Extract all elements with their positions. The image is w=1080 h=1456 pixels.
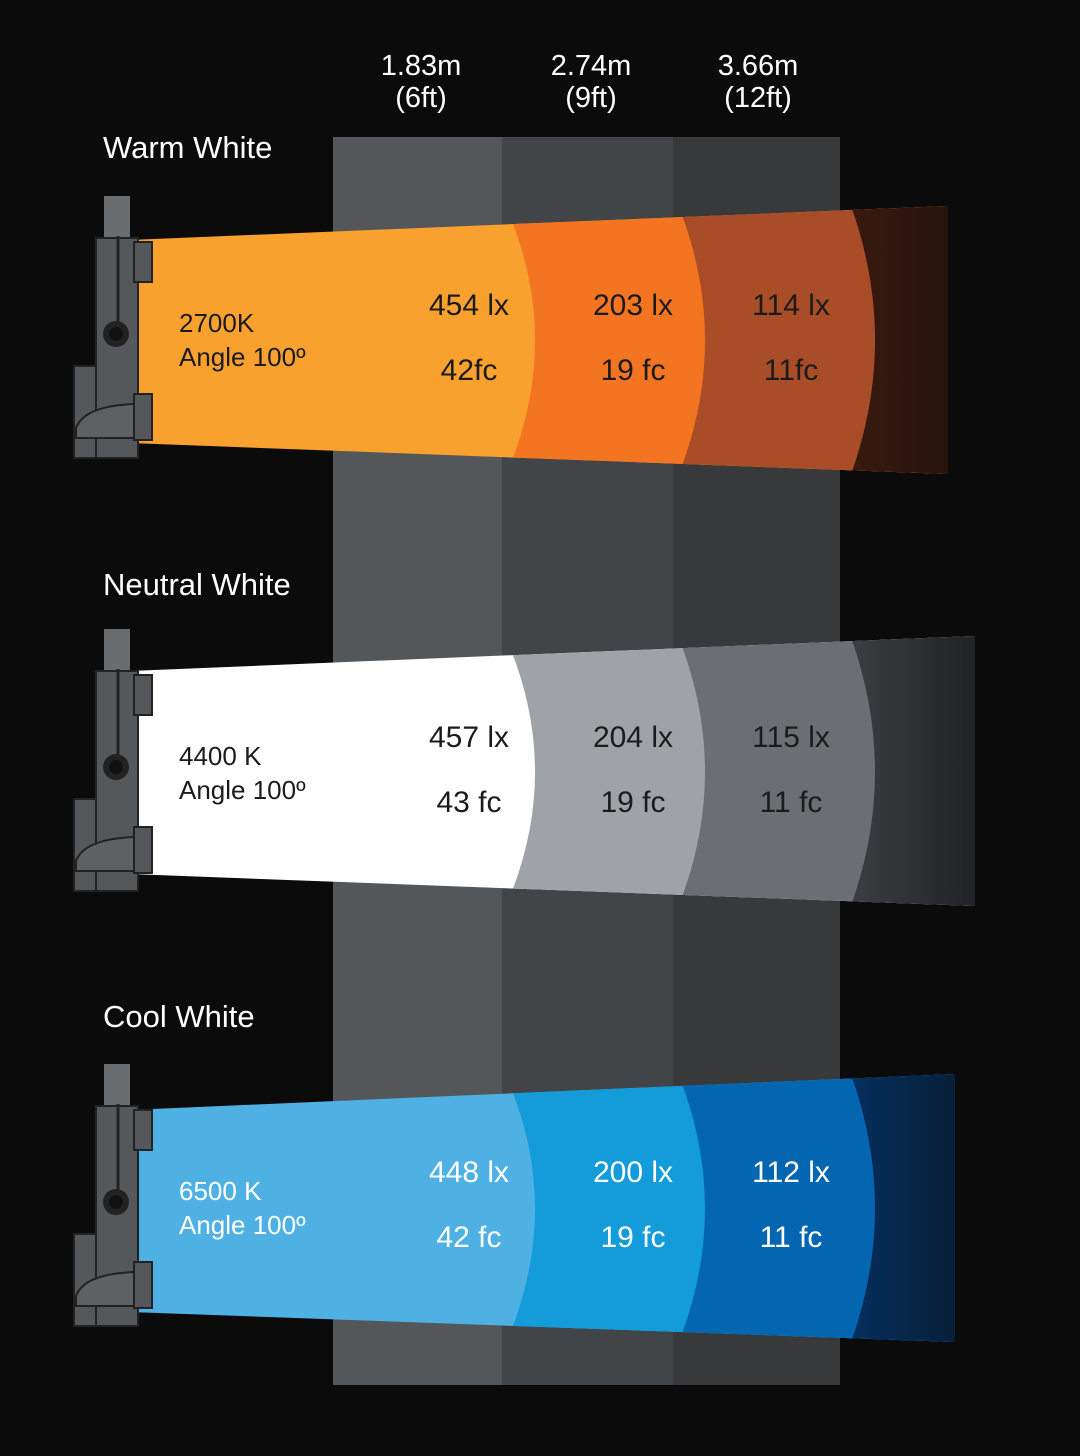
fixture-part — [133, 393, 153, 441]
lux-value: 112 lx — [752, 1156, 830, 1189]
light-fixture — [73, 196, 153, 459]
fixture-part — [109, 327, 123, 341]
light-beam — [130, 1074, 955, 1342]
fc-value: 11fc — [763, 354, 819, 387]
lux-value: 457 lx — [428, 721, 510, 754]
fixture-part — [75, 835, 135, 872]
beam-spec: 2700K Angle 100º — [179, 306, 306, 374]
lux-value: 200 lx — [592, 1156, 674, 1189]
lux-value: 203 lx — [592, 289, 674, 322]
fixture-part — [133, 241, 153, 283]
light-fixture — [73, 1064, 153, 1327]
light-beam — [130, 206, 948, 474]
lux-value: 454 lx — [428, 289, 510, 322]
cct-label: 2700K — [179, 308, 255, 338]
fc-value: 19 fc — [600, 1221, 666, 1254]
beam-falloff — [845, 206, 948, 474]
distance-label: 3.66m (12ft) — [717, 50, 799, 114]
light-fixture — [73, 629, 153, 892]
cct-label: 4400 K — [179, 741, 262, 771]
light-beam — [130, 636, 975, 906]
beam-spec: 4400 K Angle 100º — [179, 739, 306, 807]
beam-title: Cool White — [103, 999, 255, 1034]
fc-value: 42 fc — [436, 1221, 502, 1254]
fixture-part — [75, 402, 135, 439]
fc-value: 19 fc — [600, 786, 666, 819]
distance-label: 2.74m (9ft) — [550, 50, 632, 114]
fixture-part — [104, 629, 130, 675]
fixture-part — [109, 760, 123, 774]
fixture-part — [133, 674, 153, 716]
angle-label: Angle 100º — [179, 775, 306, 805]
fc-value: 19 fc — [600, 354, 666, 387]
fixture-part — [109, 1195, 123, 1209]
angle-label: Angle 100º — [179, 342, 306, 372]
lux-value: 114 lx — [752, 289, 830, 322]
beam-falloff — [845, 636, 975, 906]
fc-value: 42fc — [440, 354, 498, 387]
angle-label: Angle 100º — [179, 1210, 306, 1240]
beam-title: Neutral White — [103, 567, 291, 602]
fixture-part — [133, 1261, 153, 1309]
fc-value: 43 fc — [436, 786, 502, 819]
beam-falloff — [845, 1074, 955, 1342]
fc-value: 11 fc — [759, 1221, 823, 1254]
fixture-part — [75, 1270, 135, 1307]
beam-spec: 6500 K Angle 100º — [179, 1174, 306, 1242]
lux-value: 115 lx — [752, 721, 830, 754]
lux-value: 448 lx — [428, 1156, 510, 1189]
beam-title: Warm White — [103, 130, 273, 165]
lux-value: 204 lx — [592, 721, 674, 754]
distance-label: 1.83m (6ft) — [380, 50, 462, 114]
fixture-part — [104, 196, 130, 242]
fc-value: 11 fc — [759, 786, 823, 819]
fixture-part — [133, 1109, 153, 1151]
cct-label: 6500 K — [179, 1176, 262, 1206]
fixture-part — [104, 1064, 130, 1110]
fixture-part — [133, 826, 153, 874]
